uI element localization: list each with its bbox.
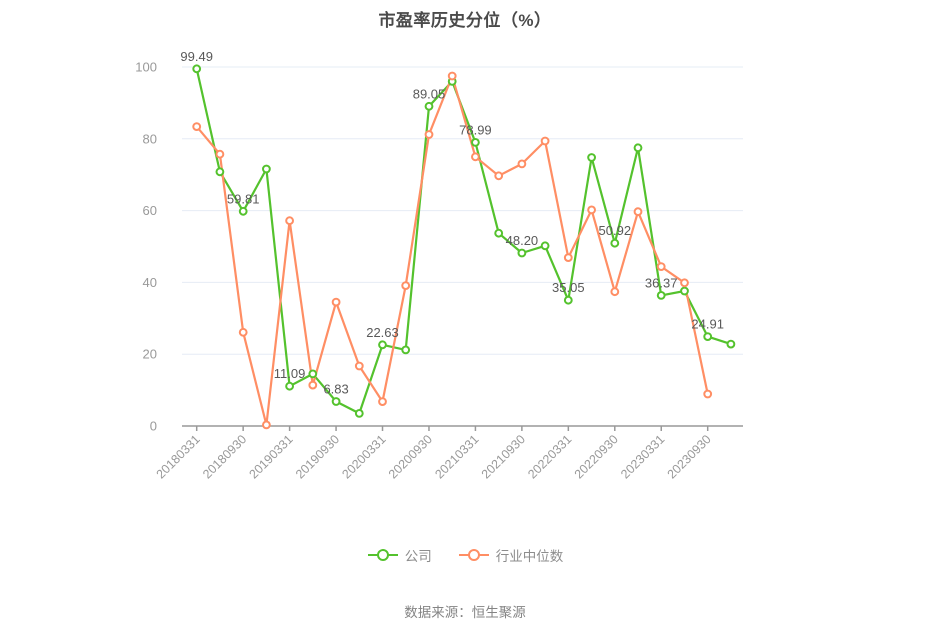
company-data-point[interactable] xyxy=(308,369,318,379)
y-axis-tick-label: 40 xyxy=(143,275,157,290)
industry-median-data-point[interactable] xyxy=(262,420,271,430)
point-value-label: 11.09 xyxy=(274,366,306,381)
company-data-point[interactable] xyxy=(354,409,364,418)
company-data-point[interactable] xyxy=(331,397,341,406)
point-value-label: 35.05 xyxy=(552,280,585,295)
x-axis-tick-label: 20230930 xyxy=(665,432,714,481)
x-axis-tick-label: 20180930 xyxy=(200,432,249,481)
company-data-point[interactable] xyxy=(703,332,713,342)
legend-item-industry-median[interactable]: 行业中位数 xyxy=(458,545,564,565)
y-axis-tick-label: 0 xyxy=(150,419,157,434)
company-data-point[interactable] xyxy=(192,64,202,74)
company-data-point[interactable] xyxy=(285,381,295,391)
point-value-label: 48.20 xyxy=(506,233,539,248)
industry-median-data-point[interactable] xyxy=(494,171,504,181)
point-value-label: 6.83 xyxy=(323,382,348,397)
industry-median-data-point[interactable] xyxy=(471,152,480,162)
industry-median-data-point[interactable] xyxy=(354,361,364,371)
point-value-label: 89.05 xyxy=(413,86,446,101)
legend-label: 行业中位数 xyxy=(495,549,564,564)
legend-marker-icon xyxy=(458,549,489,561)
company-data-point[interactable] xyxy=(540,241,550,251)
industry-median-data-point[interactable] xyxy=(517,159,527,169)
chart-title: 市盈率历史分位（%） xyxy=(378,11,552,30)
company-data-point[interactable] xyxy=(726,339,736,349)
company-data-point[interactable] xyxy=(587,153,596,162)
company-data-point[interactable] xyxy=(215,167,225,177)
x-axis-tick-label: 20230331 xyxy=(618,432,667,481)
industry-median-data-point[interactable] xyxy=(563,253,573,263)
industry-median-data-point[interactable] xyxy=(192,122,202,131)
company-data-point[interactable] xyxy=(378,340,387,350)
industry-median-data-point[interactable] xyxy=(308,380,318,390)
industry-median-data-point[interactable] xyxy=(215,149,225,159)
point-value-label: 24.91 xyxy=(691,317,724,332)
legend: 公司 行业中位数 xyxy=(0,545,930,565)
industry-median-data-point[interactable] xyxy=(680,278,689,288)
company-data-point[interactable] xyxy=(471,138,480,147)
point-value-label: 99.49 xyxy=(180,49,213,64)
line-chart: 0 20 40 60 80 100 2018033120180930201903312019… xyxy=(135,49,743,481)
company-data-point[interactable] xyxy=(563,295,573,305)
industry-median-data-point[interactable] xyxy=(285,216,295,226)
company-line xyxy=(195,67,733,415)
company-data-point[interactable] xyxy=(401,345,411,355)
company-data-point[interactable] xyxy=(610,238,620,248)
x-axis-tick-label: 20200930 xyxy=(386,432,435,481)
legend-label: 公司 xyxy=(404,549,432,564)
company-data-point[interactable] xyxy=(633,143,643,153)
y-axis-tick-label: 80 xyxy=(143,131,157,146)
industry-median-data-point[interactable] xyxy=(331,297,341,307)
x-axis-tick-label: 20220930 xyxy=(572,432,621,481)
y-axis-tick-label: 100 xyxy=(135,60,157,75)
company-data-point[interactable] xyxy=(262,164,271,174)
industry-median-data-point[interactable] xyxy=(238,327,248,337)
industry-median-data-point[interactable] xyxy=(401,281,411,291)
x-axis-tick-label: 20200331 xyxy=(339,432,388,481)
y-axis-tick-label: 60 xyxy=(143,203,157,218)
legend-marker-icon xyxy=(367,549,398,561)
industry-median-data-point[interactable] xyxy=(656,262,666,272)
data-source: 数据来源：恒生聚源 xyxy=(404,605,526,620)
point-value-label: 22.63 xyxy=(366,325,399,340)
company-data-point[interactable] xyxy=(680,286,689,296)
x-axis-tick-label: 20190331 xyxy=(246,432,295,481)
industry-median-data-point[interactable] xyxy=(587,205,596,215)
company-data-point[interactable] xyxy=(517,248,527,258)
company-data-point[interactable] xyxy=(424,101,434,111)
company-data-point[interactable] xyxy=(238,206,248,216)
point-value-label: 59.81 xyxy=(227,191,260,206)
industry-median-data-point[interactable] xyxy=(610,287,620,297)
company-data-point[interactable] xyxy=(656,291,666,300)
x-axis-tick-label: 20190930 xyxy=(293,432,342,481)
industry-median-data-point[interactable] xyxy=(378,397,387,407)
x-axis-tick-label: 20210930 xyxy=(479,432,528,481)
x-axis-tick-label: 20210331 xyxy=(432,432,481,481)
industry-median-data-point[interactable] xyxy=(633,207,643,217)
company-data-point[interactable] xyxy=(494,228,504,238)
point-value-label: 78.99 xyxy=(459,122,492,137)
point-value-label: 36.37 xyxy=(645,275,678,290)
industry-median-data-point[interactable] xyxy=(424,130,434,139)
point-value-label: 50.92 xyxy=(599,223,632,238)
x-axis-tick-label: 20220331 xyxy=(525,432,574,481)
industry-median-data-point[interactable] xyxy=(447,71,457,81)
x-axis-tick-label: 20180331 xyxy=(154,432,203,481)
y-axis-tick-label: 20 xyxy=(143,347,157,362)
legend-item-company[interactable]: 公司 xyxy=(367,545,432,565)
industry-median-data-point[interactable] xyxy=(703,389,713,399)
industry-median-data-point[interactable] xyxy=(540,136,550,146)
